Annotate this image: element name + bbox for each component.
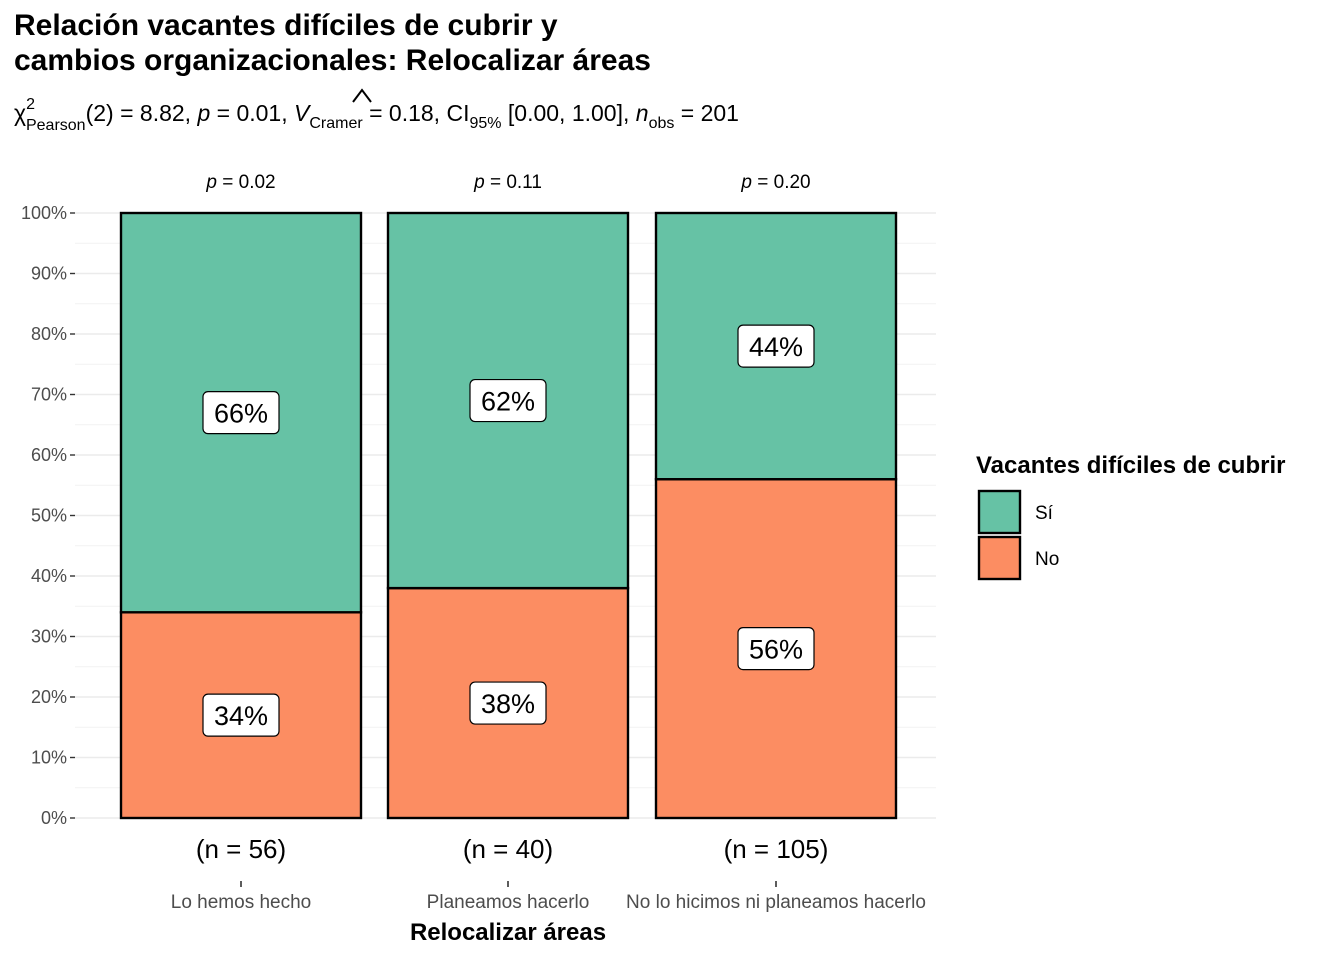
subtitle-v-sub: Cramer xyxy=(309,115,363,132)
p-value-label: p = 0.02 xyxy=(205,172,275,193)
count-label: (n = 105) xyxy=(724,834,829,864)
data-label: 62% xyxy=(481,387,535,417)
x-tick-label: Lo hemos hecho xyxy=(171,892,312,913)
y-tick-label: 100% xyxy=(21,203,67,223)
data-label-box xyxy=(469,681,547,725)
data-label-box xyxy=(469,378,547,423)
x-tick-label: Planeamos hacerlo xyxy=(427,892,590,913)
chart-title-line1: Relación vacantes difíciles de cubrir y xyxy=(14,9,558,42)
legend: Vacantes difíciles de cubrir Sí No xyxy=(976,452,1285,581)
data-label-box xyxy=(202,391,280,435)
data-label: 38% xyxy=(481,689,535,719)
chart-title-line2: cambios organizacionales: Relocalizar ár… xyxy=(14,44,651,77)
data-label-box xyxy=(737,324,815,368)
subtitle-p-val: = 0.01, xyxy=(210,100,294,126)
chart-subtitle: χ2 Pearson(2) = 8.82, p = 0.01, VCramer =… xyxy=(14,96,739,134)
subtitle-chi-sup: 2 xyxy=(26,96,35,113)
y-tick-label: 0% xyxy=(41,808,67,828)
y-tick-label: 40% xyxy=(31,566,67,586)
data-labels: 34% 66% p = 0.02 38% 62% p = 0.11 56% 44% p = 0.… xyxy=(202,172,815,737)
subtitle-n-val: = 201 xyxy=(674,100,739,126)
y-tick-label: 50% xyxy=(31,506,67,526)
data-label: 56% xyxy=(749,635,803,665)
subtitle-chi: χ xyxy=(14,100,26,126)
subtitle-v-sym: V xyxy=(294,100,312,126)
subtitle-p-sym: p xyxy=(196,100,210,126)
p-value-label: p = 0.20 xyxy=(740,172,810,193)
subtitle-stat: (2) = 8.82, xyxy=(86,100,198,126)
subtitle-ci-sub: 95% xyxy=(469,115,501,132)
subtitle-v-val: = 0.18, CI xyxy=(363,100,470,126)
legend-swatch-si xyxy=(977,489,1022,535)
subtitle-chi-sub: Pearson xyxy=(26,117,86,134)
bar-segment-s-2 xyxy=(654,211,898,481)
y-tick-label: 60% xyxy=(31,445,67,465)
count-label: (n = 40) xyxy=(463,834,553,864)
x-axis-title: Relocalizar áreas xyxy=(410,919,606,946)
subtitle-n-sym: n xyxy=(636,100,649,126)
x-axis: (n = 56) Lo hemos hecho (n = 40) Planeamos … xyxy=(171,834,926,913)
y-tick-label: 90% xyxy=(31,264,67,284)
count-label: (n = 56) xyxy=(196,834,286,864)
subtitle-ci-val: [0.00, 1.00], xyxy=(502,100,636,126)
y-tick-label: 20% xyxy=(31,687,67,707)
y-tick-label: 80% xyxy=(31,324,67,344)
data-label-box xyxy=(202,693,280,737)
y-axis: 0% 10% 20% 30% 40% 50% 60% 70% 80% 90% 100% xyxy=(21,203,75,828)
x-tick-label: No lo hicimos ni planeamos hacerlo xyxy=(626,892,926,913)
v-hat-icon xyxy=(352,88,372,103)
data-label: 44% xyxy=(749,332,803,362)
y-tick-label: 70% xyxy=(31,385,67,405)
data-label: 66% xyxy=(214,399,268,429)
data-label: 34% xyxy=(214,701,268,731)
y-tick-label: 30% xyxy=(31,627,67,647)
legend-label-si: Sí xyxy=(1035,503,1054,524)
data-label-box xyxy=(737,626,815,671)
legend-swatch-no xyxy=(977,535,1022,581)
legend-label-no: No xyxy=(1035,549,1059,570)
legend-title: Vacantes difíciles de cubrir xyxy=(976,452,1285,479)
subtitle-n-sub: obs xyxy=(649,115,675,132)
p-value-label: p = 0.11 xyxy=(473,172,542,193)
y-tick-label: 10% xyxy=(31,748,67,768)
